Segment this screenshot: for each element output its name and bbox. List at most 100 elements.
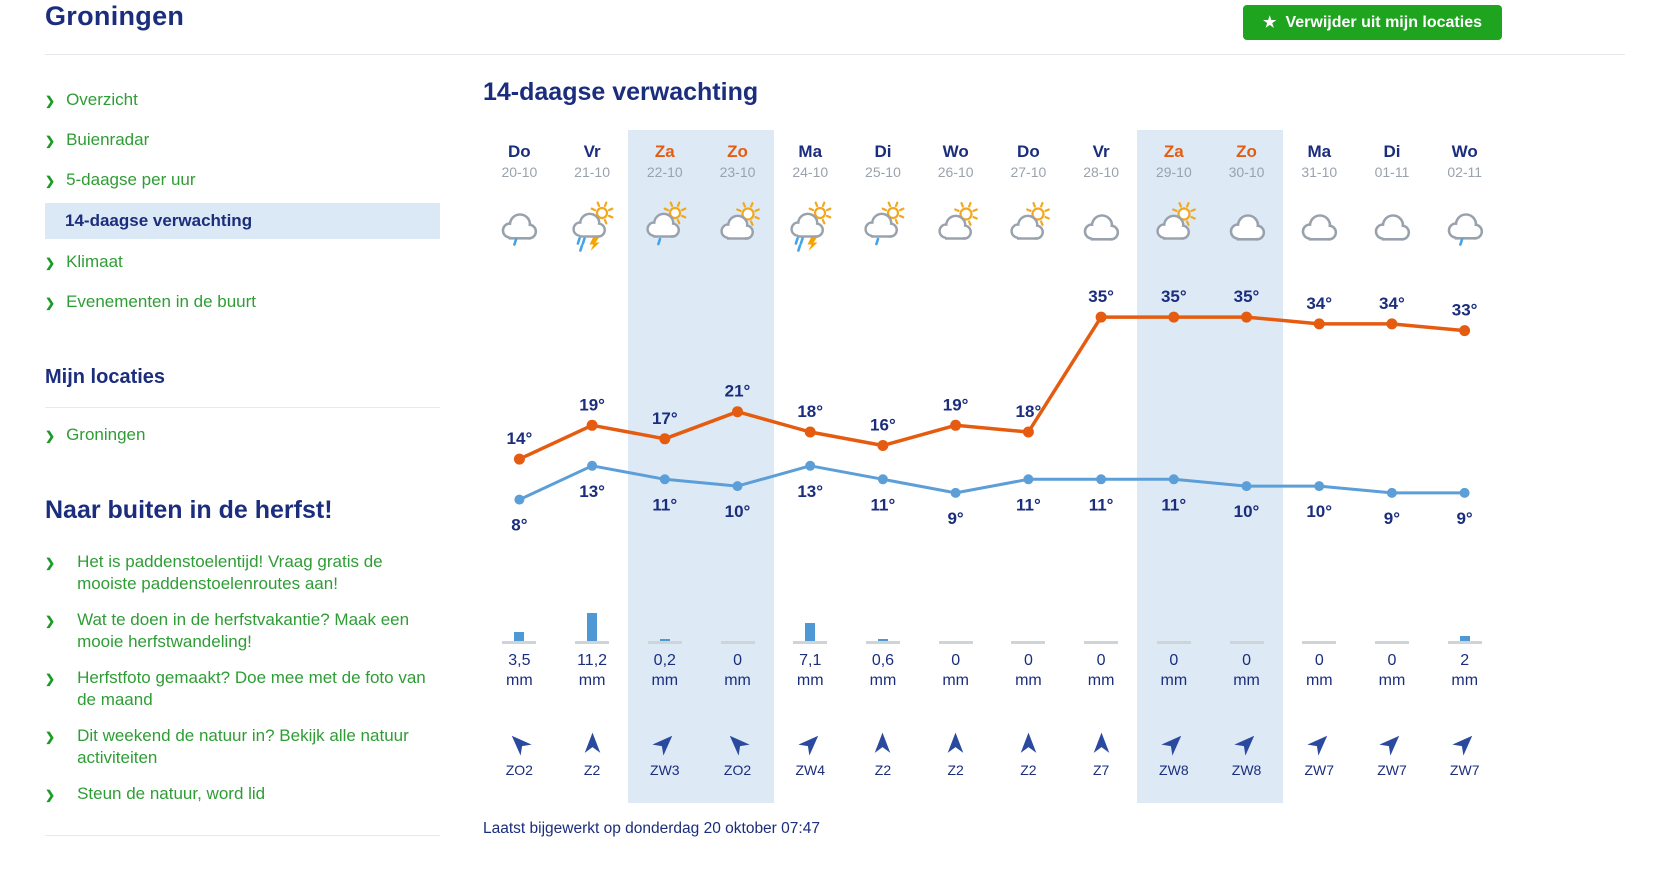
- forecast-day-column: Di 25-10 0,6 mm Z2: [847, 130, 920, 803]
- forecast-day-column: Zo 30-10 0 mm ZW8: [1210, 130, 1283, 803]
- chevron-right-icon: ❯: [45, 788, 56, 802]
- wind-label: Z2: [1020, 762, 1037, 778]
- wind-label: Z2: [583, 762, 601, 778]
- wind-label: Z7: [1092, 762, 1110, 778]
- day-label: Wo: [942, 142, 969, 161]
- day-label: Di: [874, 142, 892, 161]
- day-label: Wo: [1451, 142, 1478, 161]
- forecast-day-column: Do 20-10 3,5 mm ZO2: [483, 130, 556, 803]
- precipitation-value: 0 mm: [1233, 652, 1260, 689]
- date-label: 26-10: [937, 164, 974, 180]
- sun-cloud-icon: [714, 188, 762, 265]
- precipitation-bar: [1065, 590, 1138, 644]
- autumn-links: ❯ Het is paddenstoelentijd! Vraag gratis …: [45, 551, 440, 805]
- thunder-sun-icon: [568, 188, 616, 265]
- chevron-right-icon: ❯: [45, 256, 56, 270]
- precipitation-bar: [1428, 590, 1501, 644]
- wind-direction-icon: [1161, 692, 1186, 762]
- location-item-label: Groningen: [66, 425, 146, 444]
- precipitation-value: 11,2 mm: [577, 652, 608, 689]
- sidebar-item-label: 5-daagse per uur: [66, 170, 196, 189]
- wind-label: ZW3: [650, 762, 680, 778]
- precipitation-bar: [774, 590, 847, 644]
- wind-label: ZO2: [723, 762, 752, 778]
- remove-from-locations-button[interactable]: ★ Verwijder uit mijn locaties: [1243, 5, 1502, 40]
- sun-cloud-icon: [1004, 188, 1052, 265]
- forecast-day-column: Zo 23-10 0 mm ZO2: [701, 130, 774, 803]
- wind-direction-icon: [1016, 692, 1041, 762]
- forecast-day-column: Do 27-10 0 mm Z2: [992, 130, 1065, 803]
- sidebar-item-14-daagse-verwachting[interactable]: 14-daagse verwachting: [45, 203, 440, 239]
- sidebar-item-klimaat[interactable]: ❯ Klimaat: [45, 242, 440, 282]
- cloud-icon: [1223, 188, 1271, 265]
- autumn-heading: Naar buiten in de herfst!: [45, 496, 333, 524]
- autumn-link-label: Wat te doen in de herfstvakantie? Maak e…: [77, 610, 410, 651]
- sidebar-item-evenementen-in-de-buurt[interactable]: ❯ Evenementen in de buurt: [45, 282, 440, 322]
- wind-direction-icon: [798, 692, 823, 762]
- day-label: Vr: [1092, 142, 1110, 161]
- date-label: 30-10: [1228, 164, 1265, 180]
- wind-direction-icon: [1307, 692, 1332, 762]
- sun-cloud-icon: [1150, 188, 1198, 265]
- precipitation-bar: [847, 590, 920, 644]
- chevron-right-icon: ❯: [45, 94, 56, 108]
- sidebar-item-buienradar[interactable]: ❯ Buienradar: [45, 120, 440, 160]
- wind-label: ZO2: [505, 762, 533, 778]
- forecast-day-column: Vr 28-10 0 mm Z7: [1065, 130, 1138, 803]
- sidebar-item-label: Klimaat: [66, 252, 123, 271]
- rain-cloud-icon: [1441, 188, 1489, 265]
- precipitation-value: 0 mm: [942, 652, 969, 689]
- precipitation-bar: [483, 590, 556, 644]
- date-label: 22-10: [646, 164, 683, 180]
- sidebar-item-5-daagse-per-uur[interactable]: ❯ 5-daagse per uur: [45, 160, 440, 200]
- precipitation-bar: [1356, 590, 1429, 644]
- chevron-right-icon: ❯: [45, 614, 56, 628]
- wind-direction-icon: [1452, 692, 1477, 762]
- autumn-link-steun-de-natuur-word-lid[interactable]: ❯ Steun de natuur, word lid: [45, 783, 440, 805]
- forecast-day-column: Di 01-11 0 mm ZW7: [1356, 130, 1429, 803]
- date-label: 27-10: [1010, 164, 1047, 180]
- wind-label: ZW7: [1304, 762, 1335, 778]
- day-label: Zo: [727, 142, 748, 161]
- autumn-link-wat-te-doen-in-de-herfstvakant[interactable]: ❯ Wat te doen in de herfstvakantie? Maak …: [45, 609, 440, 653]
- remove-button-label: Verwijder uit mijn locaties: [1285, 13, 1482, 31]
- date-label: 21-10: [574, 164, 610, 180]
- day-label: Ma: [1307, 142, 1332, 161]
- sidebar-nav: ❯ Overzicht ❯ Buienradar ❯ 5-daagse per uur 14…: [45, 80, 440, 322]
- wind-label: ZW7: [1377, 762, 1407, 778]
- precipitation-value: 3,5 mm: [506, 652, 533, 689]
- wind-direction-icon: [870, 692, 895, 762]
- page-title: Groningen: [45, 1, 185, 31]
- precipitation-value: 7,1 mm: [796, 652, 824, 689]
- precipitation-bar: [701, 590, 774, 644]
- date-label: 24-10: [792, 164, 829, 180]
- sidebar: ❯ Overzicht ❯ Buienradar ❯ 5-daagse per uur 14…: [45, 80, 440, 836]
- autumn-link-label: Dit weekend de natuur in? Bekijk alle na…: [77, 726, 409, 767]
- precipitation-bar: [1137, 590, 1210, 644]
- precipitation-value: 0 mm: [1305, 652, 1333, 689]
- wind-label: ZW7: [1449, 762, 1480, 778]
- precipitation-bar: [1283, 590, 1356, 644]
- cloud-icon: [1368, 188, 1416, 265]
- chevron-right-icon: ❯: [45, 296, 56, 310]
- day-label: Zo: [1236, 142, 1257, 161]
- cloud-icon: [1077, 188, 1125, 265]
- date-label: 29-10: [1155, 164, 1192, 180]
- divider: [45, 407, 440, 408]
- day-label: Do: [1017, 142, 1040, 161]
- sidebar-item-overzicht[interactable]: ❯ Overzicht: [45, 80, 440, 120]
- autumn-link-dit-weekend-de-natuur-in-bekij[interactable]: ❯ Dit weekend de natuur in? Bekijk alle n…: [45, 725, 440, 769]
- location-item-groningen[interactable]: ❯ Groningen: [45, 420, 440, 450]
- sidebar-item-label: Evenementen in de buurt: [66, 292, 257, 311]
- date-label: 23-10: [719, 164, 756, 180]
- precipitation-value: 0 mm: [1378, 652, 1406, 689]
- wind-direction-icon: [1234, 692, 1259, 762]
- star-icon: ★: [1263, 14, 1277, 31]
- header-divider: [45, 54, 1625, 55]
- wind-label: ZW4: [795, 762, 826, 778]
- autumn-link-het-is-paddenstoelentijd-vraag[interactable]: ❯ Het is paddenstoelentijd! Vraag gratis …: [45, 551, 440, 595]
- wind-label: ZW8: [1159, 762, 1189, 778]
- forecast-day-column: Ma 24-10 7,1 mm ZW4: [774, 130, 847, 803]
- day-label: Za: [654, 142, 675, 161]
- autumn-link-herfstfoto-gemaakt-doe-mee-met[interactable]: ❯ Herfstfoto gemaakt? Doe mee met de foto…: [45, 667, 440, 711]
